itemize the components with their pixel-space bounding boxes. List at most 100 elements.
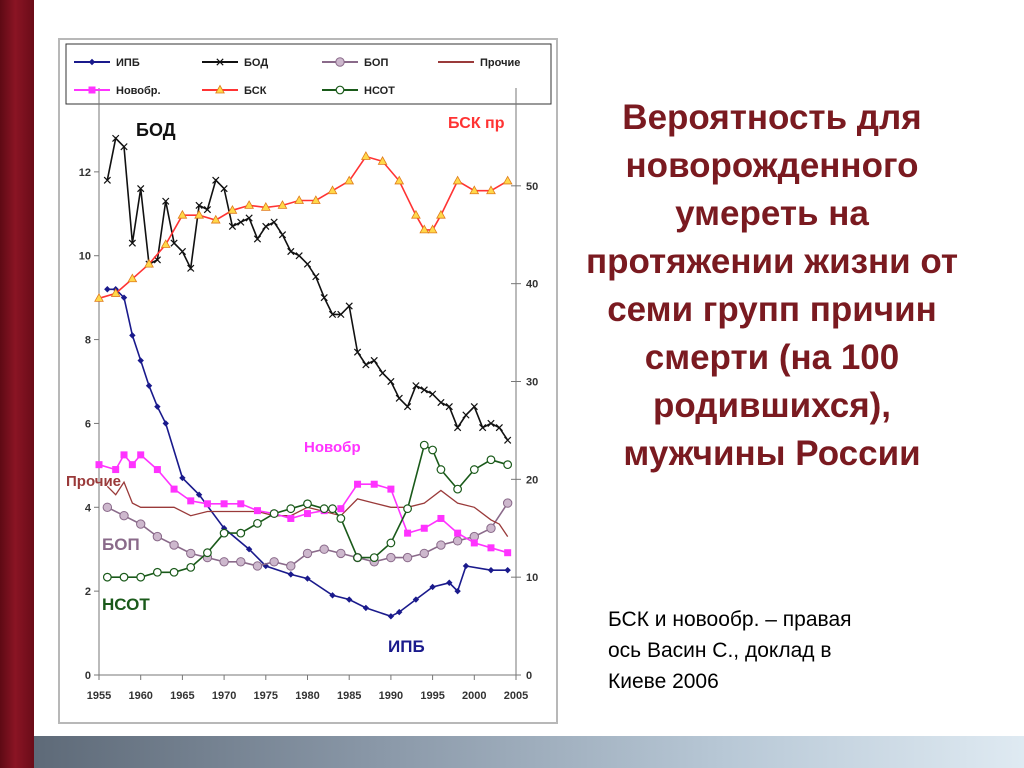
series-бод-point-1966 (187, 264, 195, 272)
annotation-прочие: Прочие (66, 473, 121, 490)
bottom-decor-bar (34, 736, 1024, 768)
legend-нсот-label: НСОТ (364, 85, 395, 97)
y-right-tick-label-50: 50 (526, 181, 538, 193)
series-бод-point-1983 (328, 310, 337, 319)
series-боп-point-1956 (102, 502, 113, 512)
series-новобр-point-2000 (470, 539, 478, 547)
series-новобр-point-1986 (354, 480, 362, 488)
x-tick-label-1975: 1975 (254, 690, 278, 702)
series-ипб-point-2004 (504, 566, 511, 574)
series-боп-point-1990 (386, 552, 396, 563)
series-бск-point-2002 (486, 185, 496, 195)
series-бск-point-1981 (310, 195, 321, 204)
y-right-tick-label-30: 30 (526, 377, 538, 389)
series-новобр-point-1966 (187, 497, 195, 505)
series-бод-point-1987 (362, 361, 370, 369)
series-бод-point-1960 (137, 185, 145, 193)
series-ипб-point-1978 (287, 571, 295, 578)
series-нсот-point-1980 (303, 499, 312, 509)
series-бск-point-1998 (452, 175, 463, 185)
series-ипб-point-1962 (154, 403, 161, 410)
series-бод-point-1973 (245, 214, 253, 222)
series-нсот-point-1996 (436, 465, 446, 474)
series-боп-point-1998 (452, 536, 463, 546)
series-новобр-point-1972 (237, 500, 245, 508)
series-бод-point-1993 (412, 382, 420, 390)
series-боп-point-1984 (336, 548, 346, 559)
series-бод-point-1963 (162, 197, 170, 205)
series-боп-point-1970 (219, 557, 229, 567)
legend-ипб-marker (88, 58, 96, 66)
series-новобр-point-1994 (420, 524, 428, 532)
series-бск-line (98, 155, 509, 300)
annotation-боп: БОП (102, 535, 140, 554)
series-ипб-point-1959 (129, 332, 136, 339)
series-боп-point-1960 (136, 519, 146, 529)
series-новобр-point-1974 (253, 507, 261, 515)
series-ипб-point-1997 (446, 579, 453, 586)
series-новобр-point-1955 (95, 461, 103, 469)
series-бод-point-2001 (479, 423, 487, 432)
legend-нсот-marker (335, 85, 345, 95)
series-нсот-point-1976 (269, 509, 279, 518)
series-бод-point-1978 (287, 247, 295, 256)
series-боп-point-1980 (302, 548, 313, 559)
series-бод-point-1997 (445, 403, 453, 411)
series-бод-point-1965 (178, 247, 187, 256)
series-ипб-point-1998 (454, 587, 461, 595)
legend-боп-marker (335, 57, 345, 67)
y-right-tick-label-20: 20 (526, 474, 538, 486)
series-бск-point-1996 (436, 209, 446, 219)
series-бод-point-2000 (470, 403, 478, 411)
series-ипб-point-1990 (387, 613, 395, 620)
series-боп-point-1992 (402, 552, 413, 563)
series-бод-point-1964 (170, 239, 178, 247)
series-нсот-point-1994 (419, 440, 429, 450)
series-бод-point-1989 (378, 369, 387, 377)
series-нсот-point-1960 (136, 572, 146, 582)
series-боп-point-1972 (236, 557, 246, 567)
series-боп-point-2004 (502, 498, 513, 508)
y-left-tick-label-0: 0 (85, 670, 91, 682)
series-ипб-point-1956 (104, 286, 111, 293)
legend-бск-label: БСК (244, 85, 267, 97)
x-tick-label-1965: 1965 (170, 690, 194, 702)
series-нсот-point-1968 (203, 548, 212, 558)
legend-бод-marker (216, 58, 224, 66)
series-бск-point-1969 (210, 214, 221, 224)
series-бск-point-1957 (110, 288, 121, 297)
series-бод-point-1979 (295, 252, 303, 260)
series-бод-point-1990 (387, 377, 395, 386)
series-новобр-point-1962 (153, 466, 161, 474)
y-left-tick-label-4: 4 (85, 502, 92, 514)
x-tick-label-2005: 2005 (504, 690, 528, 702)
series-бод-point-1967 (195, 201, 203, 210)
series-бск-point-1979 (294, 195, 305, 204)
series-боп-point-1996 (436, 540, 446, 550)
series-ипб-point-1985 (346, 596, 353, 603)
y-left-tick-label-6: 6 (85, 418, 91, 430)
series-ипб-point-1965 (179, 474, 186, 482)
annotation-бод: БОД (136, 120, 176, 140)
series-боп-point-1958 (119, 510, 129, 521)
series-бск-point-1973 (244, 200, 255, 209)
series-новобр-point-2004 (504, 549, 512, 557)
slide-title: Вероятность для новорожденного умереть н… (585, 98, 959, 473)
y-right-tick-label-40: 40 (526, 279, 538, 291)
series-боп-point-2002 (486, 523, 496, 533)
x-tick-label-1960: 1960 (128, 690, 152, 702)
series-боп-point-1982 (319, 544, 329, 554)
series-бод-point-1986 (353, 348, 362, 356)
y-right-tick-label-10: 10 (526, 572, 538, 584)
series-новобр-point-1958 (120, 451, 128, 459)
series-бск-point-1965 (177, 209, 188, 219)
series-нсот-point-1995 (428, 445, 438, 455)
series-бск-point-2004 (502, 175, 513, 185)
series-нсот-point-1970 (219, 528, 229, 538)
series-боп-point-1966 (186, 548, 196, 559)
series-боп-point-1978 (286, 561, 296, 571)
series-бск-point-1985 (344, 175, 355, 185)
series-новобр-point-1964 (170, 485, 178, 493)
series-нсот-point-1964 (169, 567, 179, 577)
series-бск-point-1961 (144, 258, 154, 268)
